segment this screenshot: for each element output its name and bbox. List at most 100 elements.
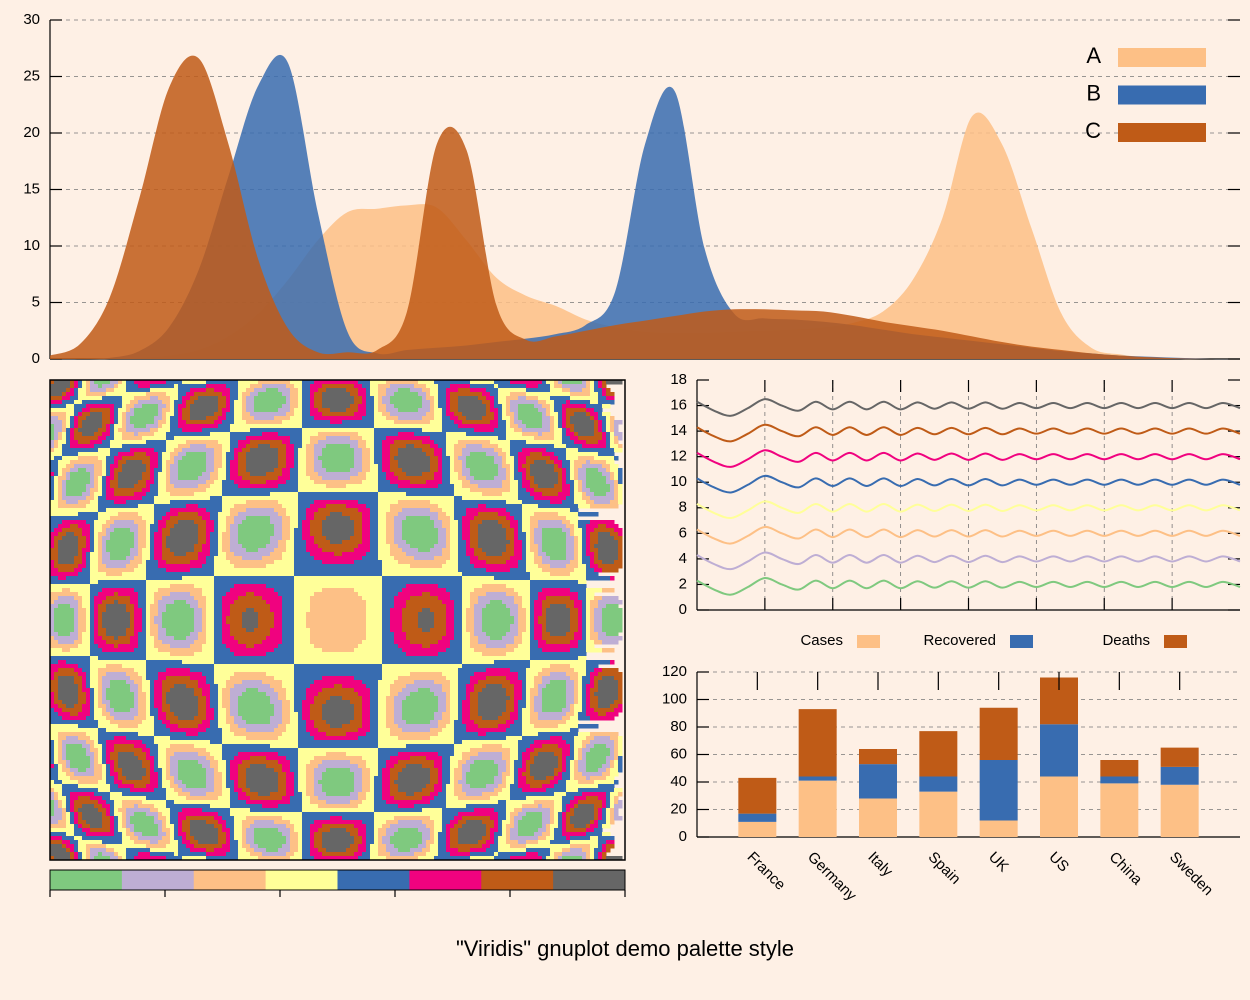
image-cell: [378, 476, 387, 481]
image-cell: [130, 616, 135, 621]
image-cell: [282, 392, 291, 397]
image-cell: [370, 452, 375, 457]
image-cell: [426, 480, 443, 485]
y-tick-label: 30: [23, 11, 40, 28]
image-cell: [466, 620, 475, 625]
image-cell: [138, 596, 147, 601]
image-cell: [106, 548, 131, 553]
image-cell: [466, 540, 471, 545]
image-cell: [110, 700, 135, 705]
image-cell: [50, 812, 55, 817]
image-cell: [386, 516, 395, 521]
image-cell: [102, 760, 107, 765]
image-cell: [258, 620, 275, 625]
image-cell: [94, 708, 103, 713]
image-cell: [578, 768, 587, 773]
image-cell: [326, 388, 347, 393]
image-cell: [246, 776, 279, 781]
image-cell: [442, 424, 459, 429]
image-cell: [170, 688, 195, 693]
image-cell: [54, 800, 59, 805]
image-cell: [510, 472, 515, 477]
image-cell: [414, 680, 435, 685]
image-cell: [402, 508, 431, 513]
image-cell: [106, 596, 131, 601]
image-cell: [118, 600, 131, 605]
image-cell: [306, 468, 315, 473]
image-cell: [242, 408, 247, 413]
image-cell: [466, 780, 495, 785]
image-cell: [502, 492, 519, 497]
image-cell: [78, 548, 83, 553]
image-cell: [234, 652, 267, 657]
image-cell: [434, 448, 443, 453]
image-cell: [110, 824, 115, 829]
image-cell: [482, 716, 499, 721]
image-cell: [586, 468, 599, 473]
image-cell: [590, 540, 599, 545]
image-cell: [110, 524, 139, 529]
image-cell: [114, 456, 123, 461]
image-cell: [450, 684, 459, 689]
image-cell: [294, 540, 307, 545]
image-cell: [394, 516, 407, 521]
image-cell: [286, 544, 295, 549]
image-cell: [86, 696, 91, 701]
image-cell: [278, 760, 291, 765]
image-cell: [322, 476, 351, 481]
image-cell: [354, 460, 363, 465]
image-cell: [286, 512, 299, 517]
image-cell: [58, 680, 75, 685]
image-cell: [234, 520, 243, 525]
image-cell: [378, 708, 387, 713]
image-cell: [438, 528, 447, 533]
image-cell: [230, 464, 239, 469]
image-cell: [298, 760, 311, 765]
image-cell: [370, 772, 379, 777]
image-cell: [162, 612, 195, 617]
image-cell: [114, 808, 119, 813]
image-cell: [106, 768, 111, 773]
image-cell: [442, 756, 451, 761]
image-cell: [78, 524, 91, 529]
image-cell: [434, 716, 443, 721]
image-cell: [194, 620, 203, 625]
image-cell: [50, 744, 55, 749]
image-cell: [94, 524, 103, 529]
image-cell: [570, 492, 575, 497]
image-cell: [462, 580, 531, 585]
image-cell: [66, 412, 75, 417]
image-cell: [86, 620, 91, 625]
image-cell: [222, 636, 235, 641]
image-cell: [566, 432, 575, 437]
image-cell: [614, 804, 623, 809]
image-cell: [102, 524, 111, 529]
image-cell: [286, 412, 295, 417]
image-cell: [130, 596, 139, 601]
image-cell: [462, 716, 471, 721]
image-cell: [542, 612, 547, 617]
image-cell: [102, 416, 111, 421]
image-cell: [582, 748, 591, 753]
image-cell: [210, 476, 219, 481]
image-cell: [382, 656, 463, 661]
image-cell: [566, 820, 571, 825]
image-cell: [78, 684, 83, 689]
image-cell: [574, 696, 579, 701]
image-cell: [574, 428, 595, 433]
image-cell: [562, 468, 567, 473]
image-cell: [50, 740, 55, 745]
image-cell: [138, 672, 147, 677]
image-cell: [238, 752, 279, 757]
image-cell: [242, 680, 263, 685]
image-cell: [454, 720, 463, 725]
image-cell: [598, 712, 607, 717]
image-cell: [66, 796, 71, 801]
image-cell: [134, 432, 139, 437]
image-cell: [214, 652, 235, 657]
image-cell: [550, 736, 563, 741]
image-cell: [114, 460, 119, 465]
image-cell: [154, 716, 159, 721]
image-cell: [442, 508, 455, 513]
image-cell: [378, 772, 383, 777]
